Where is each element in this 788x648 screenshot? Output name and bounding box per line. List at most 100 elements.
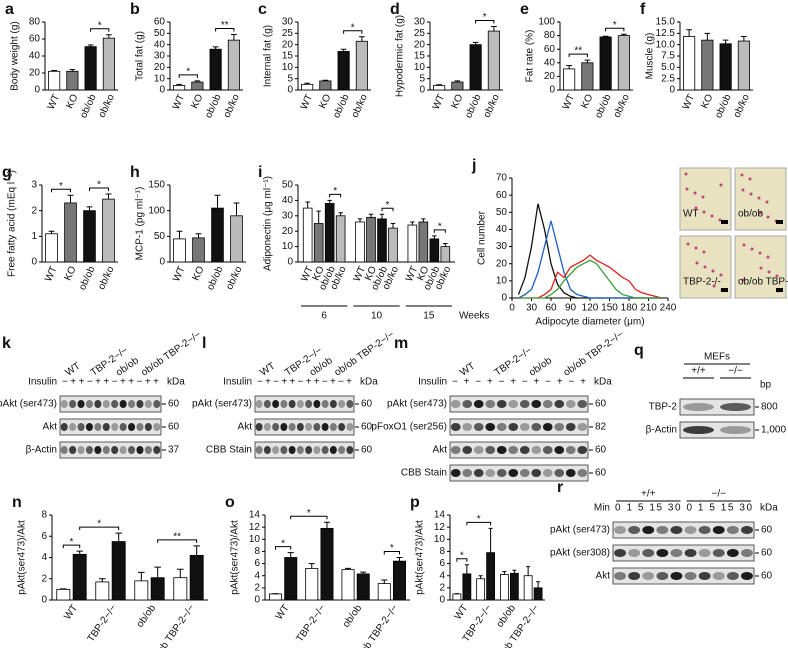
- size-label: 60: [168, 422, 180, 433]
- band: [136, 400, 144, 408]
- y-tick-label: 25: [282, 28, 294, 39]
- band: [577, 469, 588, 477]
- x-tick-label: WT: [681, 93, 698, 112]
- y-tick-label: 10: [414, 62, 426, 73]
- panel-letter: p: [410, 494, 420, 511]
- bar: [56, 588, 71, 601]
- line-series: [518, 220, 662, 299]
- band: [719, 403, 752, 411]
- error-bar: [231, 33, 237, 41]
- band: [280, 400, 288, 408]
- group-label: ob/ob: [527, 355, 554, 379]
- band: [485, 400, 496, 408]
- cell: [766, 215, 770, 219]
- bar: [111, 541, 126, 601]
- y-tick-label: 2: [31, 205, 37, 216]
- band: [305, 423, 313, 431]
- significance-bracket: [383, 551, 400, 555]
- scale-bar: [776, 288, 783, 292]
- y-tick-label: 4: [254, 570, 260, 581]
- lane-signs: − + − + + − + + − + − +: [257, 377, 352, 388]
- y-tick-label: 0: [287, 257, 293, 268]
- band: [554, 446, 565, 454]
- band: [741, 526, 753, 534]
- cell: [741, 278, 745, 282]
- unit-label: kDa: [760, 503, 778, 514]
- band: [577, 400, 588, 408]
- row-label: pAkt (ser473): [387, 399, 447, 410]
- y-tick-label: 14: [434, 510, 446, 521]
- y-tick-label: 2: [41, 573, 47, 584]
- blot-strip: [449, 395, 589, 413]
- band: [346, 400, 354, 408]
- error-bar: [338, 212, 343, 216]
- band: [496, 469, 507, 477]
- significance-bracket: [89, 187, 109, 191]
- bar: [284, 557, 298, 601]
- cell: [702, 250, 706, 254]
- error-bar: [491, 26, 497, 32]
- line-series: [518, 259, 662, 299]
- y-tick-label: 20: [544, 71, 556, 82]
- band: [85, 446, 93, 454]
- band: [462, 400, 473, 408]
- bar: [469, 44, 482, 91]
- cell: [711, 269, 715, 273]
- x-tick-label: WT: [561, 93, 578, 112]
- y-tick-label: 60: [496, 190, 508, 201]
- group-label: −/−: [728, 366, 743, 377]
- band: [305, 446, 313, 454]
- x-tick-label: KO: [191, 265, 207, 283]
- size-label: 60: [361, 445, 373, 456]
- error-bar: [51, 69, 57, 72]
- x-tick-label: 30: [526, 303, 538, 314]
- x-tick-label: 180: [621, 303, 638, 314]
- band: [329, 400, 337, 408]
- bar: [173, 577, 188, 601]
- error-bar: [602, 35, 609, 37]
- band: [531, 423, 542, 431]
- x-tick-label: KO: [189, 93, 205, 111]
- bar: [64, 202, 77, 263]
- y-tick-label: 40: [544, 57, 556, 68]
- y-tick-label: 14: [249, 510, 261, 521]
- y-tick-label: 10: [282, 241, 294, 252]
- lane-signs: 0 1 5 15 30 0 1 5 15 30: [615, 503, 752, 514]
- y-tick-label: 25: [414, 28, 426, 39]
- bar: [355, 40, 368, 91]
- x-tick-label: ob/ko: [97, 92, 117, 119]
- error-bar: [584, 59, 591, 63]
- band: [144, 423, 152, 431]
- significance-label: *: [59, 181, 63, 192]
- error-bar: [566, 65, 572, 69]
- panel-letter: i: [258, 164, 262, 181]
- y-tick-label: 6: [439, 558, 445, 569]
- y-tick-label: 40: [29, 51, 41, 62]
- bar: [737, 40, 750, 91]
- error-bar: [360, 571, 367, 574]
- band: [542, 423, 553, 431]
- band: [102, 446, 110, 454]
- band: [119, 423, 127, 431]
- cell: [712, 284, 716, 288]
- band: [719, 426, 752, 434]
- band: [565, 423, 576, 431]
- band: [462, 423, 473, 431]
- x-tick-label: ob/ob: [593, 92, 614, 120]
- panel-letter: o: [225, 494, 235, 511]
- band: [450, 469, 461, 477]
- bar: [192, 237, 205, 263]
- bar: [83, 210, 96, 263]
- size-label: 82: [595, 422, 607, 433]
- bar: [523, 575, 533, 601]
- cell: [694, 206, 698, 210]
- significance-label: *: [460, 550, 464, 561]
- x-tick-label: ob/ob: [713, 92, 734, 120]
- band: [642, 549, 655, 557]
- band: [60, 400, 68, 408]
- bar: [66, 70, 79, 91]
- error-bar: [67, 194, 74, 203]
- band: [473, 400, 484, 408]
- y-tick-label: 40: [282, 195, 294, 206]
- significance-label: *: [438, 221, 442, 232]
